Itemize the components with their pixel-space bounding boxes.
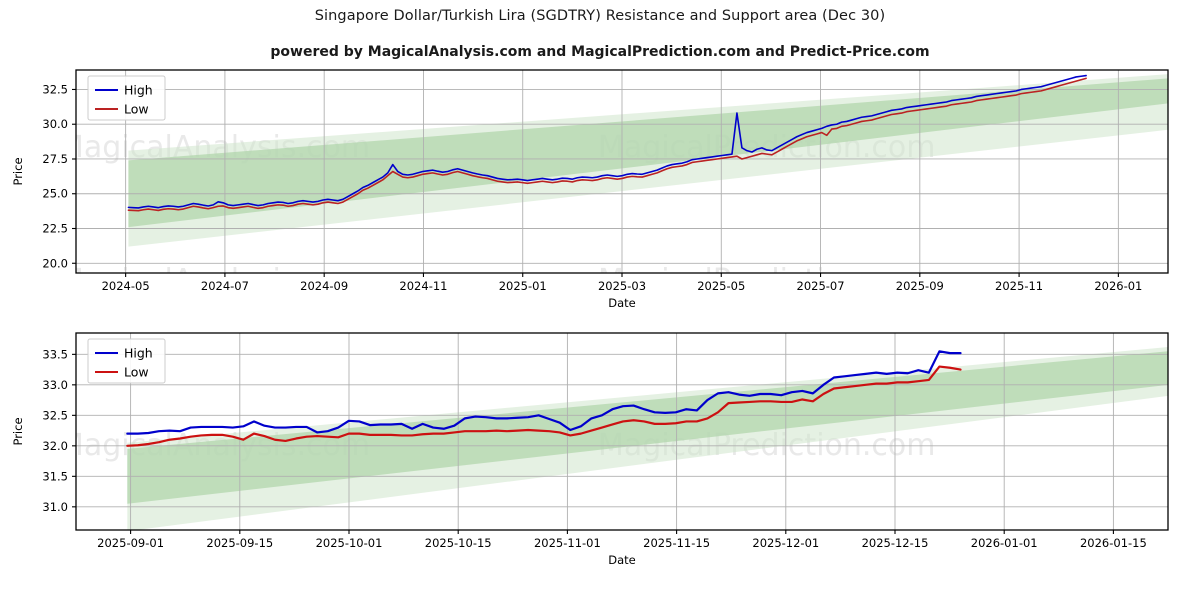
series-line-high: [127, 74, 1087, 209]
legend-label-high: High: [124, 346, 153, 361]
legend-label-low: Low: [124, 102, 149, 117]
x-axis-tick-label: 2025-09-15: [206, 536, 273, 550]
x-axis-tick-label: 2025-10-15: [425, 536, 492, 550]
y-axis-tick-label: 25.0: [42, 187, 68, 201]
x-axis-tick-label: 2025-11-15: [643, 536, 710, 550]
x-axis-tick-label: 2025-01: [499, 279, 547, 293]
overview-chart-svg: MagicalAnalysis.com MagicalPrediction.com…: [11, 69, 1169, 310]
series-line-low: [126, 365, 962, 447]
x-axis-tick-label: 2024-07: [201, 279, 249, 293]
zoom-chart: MagicalAnalysis.com MagicalPrediction.com…: [0, 325, 1200, 600]
y-axis-tick-label: 31.5: [42, 469, 68, 483]
y-axis-tick-label: 30.0: [42, 117, 68, 131]
y-axis-title: Price: [11, 417, 25, 445]
y-axis-tick-label: 32.5: [42, 408, 68, 422]
series-line-high: [126, 350, 962, 435]
legend: High Low: [87, 338, 166, 384]
zoom-chart-svg: MagicalAnalysis.com MagicalPrediction.com…: [11, 332, 1169, 567]
y-axis-tick-label: 31.0: [42, 500, 68, 514]
y-axis-tick-label: 20.0: [42, 256, 68, 270]
x-axis-tick-label: 2025-12-01: [752, 536, 819, 550]
y-axis-tick-label: 33.5: [42, 347, 68, 361]
x-axis-tick-label: 2026-01-01: [971, 536, 1038, 550]
y-axis-tick-label: 22.5: [42, 222, 68, 236]
x-axis-tick-label: 2025-09: [896, 279, 944, 293]
watermark: MagicalAnalysis.com: [58, 263, 370, 298]
plot-frame: [75, 332, 1169, 531]
x-axis-tick-label: 2025-11-01: [534, 536, 601, 550]
overview-chart: MagicalAnalysis.com MagicalPrediction.com…: [0, 62, 1200, 317]
y-axis-tick-label: 32.5: [42, 82, 68, 96]
page-subtitle: powered by MagicalAnalysis.com and Magic…: [270, 44, 930, 60]
watermark: MagicalPrediction.com: [598, 263, 936, 298]
y-axis-tick-label: 33.0: [42, 378, 68, 392]
x-axis-title: Date: [608, 296, 636, 310]
x-axis-tick-label: 2025-12-15: [862, 536, 929, 550]
y-axis-title: Price: [11, 157, 25, 185]
x-axis-tick-label: 2025-05: [697, 279, 745, 293]
x-axis-title: Date: [608, 553, 636, 567]
x-axis-tick-label: 2025-10-01: [316, 536, 383, 550]
page-title: Singapore Dollar/Turkish Lira (SGDTRY) R…: [314, 8, 886, 24]
x-axis-tick-label: 2024-05: [102, 279, 150, 293]
x-axis-tick-label: 2025-09-01: [97, 536, 164, 550]
legend-label-low: Low: [124, 365, 149, 380]
x-axis-tick-label: 2025-11: [995, 279, 1043, 293]
series-line-low: [127, 77, 1087, 212]
legend-label-high: High: [124, 83, 153, 98]
band-inner-support-resistance: [127, 351, 1168, 504]
x-axis-tick-label: 2024-09: [300, 279, 348, 293]
y-axis-tick-label: 32.0: [42, 439, 68, 453]
x-axis-tick-label: 2025-03: [598, 279, 646, 293]
y-axis-tick-label: 27.5: [42, 152, 68, 166]
x-axis-tick-label: 2025-07: [797, 279, 845, 293]
x-axis-tick-label: 2026-01: [1094, 279, 1142, 293]
x-axis-tick-label: 2024-11: [399, 279, 447, 293]
band-inner-support-resistance: [128, 78, 1168, 228]
legend: High Low: [87, 75, 166, 121]
x-axis-tick-label: 2026-01-15: [1080, 536, 1147, 550]
